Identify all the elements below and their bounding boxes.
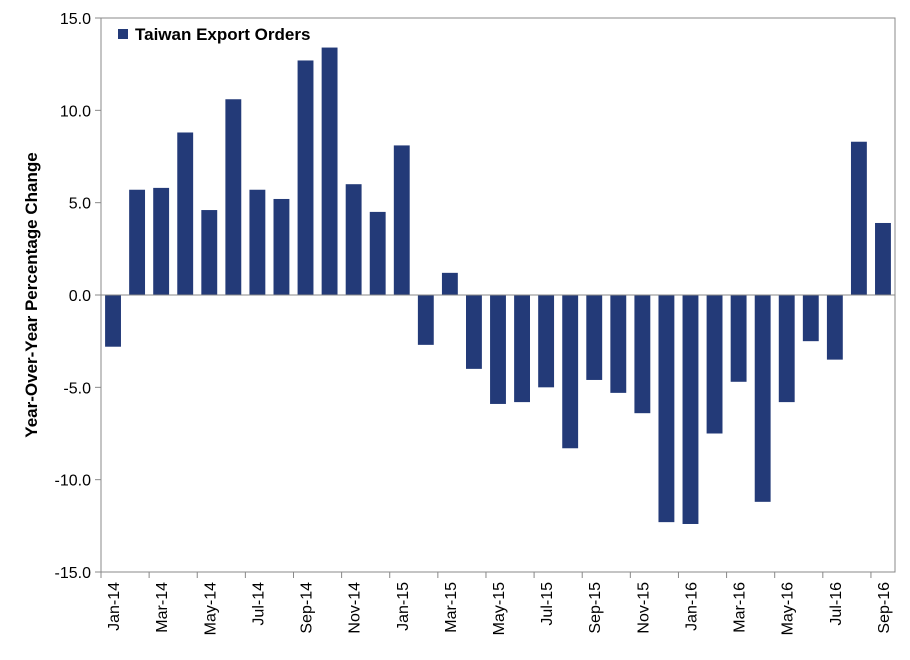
bar-Dec-15 — [658, 295, 675, 523]
y-tick-label: 5.0 — [69, 196, 91, 213]
bar-Feb-16 — [706, 295, 723, 434]
bar-Apr-14 — [177, 132, 194, 295]
bar-Sep-15 — [586, 295, 603, 380]
bar-Mar-14 — [153, 187, 170, 295]
x-tick-label: Nov-15 — [635, 582, 652, 634]
x-tick-label: Mar-14 — [154, 582, 171, 633]
x-tick-label: May-14 — [202, 582, 219, 635]
y-axis-label: Year-Over-Year Percentage Change — [22, 152, 41, 437]
x-tick-label: May-15 — [491, 582, 508, 635]
x-tick-label: Mar-16 — [732, 582, 749, 633]
bar-Jan-15 — [393, 145, 410, 295]
bar-Oct-15 — [610, 295, 627, 393]
bar-Sep-14 — [297, 60, 314, 295]
bar-Feb-14 — [129, 189, 146, 295]
bar-Jul-14 — [249, 189, 266, 295]
y-tick-label: -10.0 — [55, 473, 92, 490]
bar-Mar-16 — [730, 295, 747, 382]
x-tick-label: May-16 — [780, 582, 797, 635]
bar-May-14 — [201, 210, 218, 295]
bar-Sep-16 — [875, 222, 891, 295]
bar-group — [105, 47, 891, 524]
y-tick-label: 15.0 — [60, 11, 91, 28]
x-tick-label: Jan-15 — [395, 582, 412, 631]
bar-Apr-15 — [466, 295, 482, 369]
x-tick-label: Sep-14 — [299, 582, 316, 634]
x-tick-label: Jul-16 — [828, 582, 845, 626]
bar-May-15 — [490, 295, 506, 404]
x-tick-label: Sep-15 — [587, 582, 604, 634]
x-tick-label: Jan-16 — [684, 582, 701, 631]
bar-Jun-16 — [802, 295, 819, 342]
bar-Nov-14 — [345, 184, 362, 295]
x-tick-label: Nov-14 — [347, 582, 364, 634]
bar-Aug-15 — [562, 295, 579, 449]
bar-Apr-16 — [754, 295, 771, 502]
x-axis: Jan-14 Mar-14 May-14 Jul-14 Sep-14 Nov-14 Jan-… — [100, 572, 893, 635]
bar-Oct-14 — [321, 47, 338, 295]
legend: Taiwan Export Orders — [118, 25, 310, 44]
y-tick-label: -15.0 — [55, 565, 92, 582]
bar-Nov-15 — [634, 295, 651, 414]
legend-swatch — [118, 29, 128, 39]
y-tick-label: 10.0 — [60, 103, 91, 120]
bar-Jan-14 — [105, 295, 121, 347]
bar-Jan-16 — [682, 295, 699, 524]
bar-Jun-15 — [514, 295, 530, 403]
bar-Feb-15 — [417, 295, 434, 345]
legend-label: Taiwan Export Orders — [135, 25, 310, 44]
bar-Jul-16 — [826, 295, 843, 360]
bar-May-16 — [778, 295, 795, 403]
bar-Dec-14 — [369, 211, 386, 295]
x-tick-label: Sep-16 — [876, 582, 893, 634]
bar-Aug-16 — [850, 141, 867, 295]
bar-Aug-14 — [273, 198, 290, 295]
x-tick-label: Mar-15 — [443, 582, 460, 633]
x-tick-label: Jul-15 — [539, 582, 556, 626]
y-tick-label: -5.0 — [63, 380, 91, 397]
y-tick-label: 0.0 — [69, 288, 91, 305]
x-tick-label: Jul-14 — [250, 582, 267, 626]
bar-Jun-14 — [225, 99, 242, 295]
y-axis: 15.0 10.0 5.0 0.0 -5.0 -10.0 -15.0 — [55, 11, 101, 582]
x-tick-label: Jan-14 — [106, 582, 123, 631]
bar-Mar-15 — [441, 272, 458, 295]
bar-Jul-15 — [538, 295, 555, 388]
